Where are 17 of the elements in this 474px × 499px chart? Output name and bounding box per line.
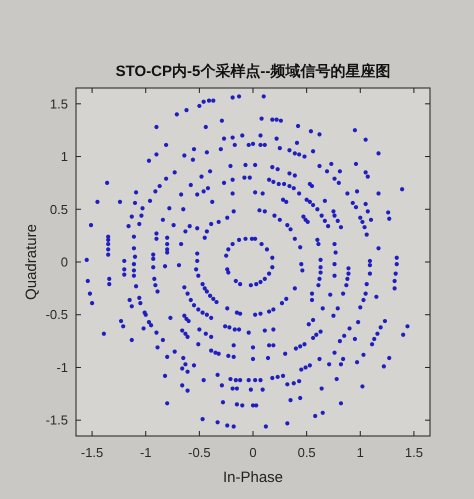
y-tick-label: 0.5 — [50, 202, 68, 217]
x-tick-label: 1 — [356, 445, 364, 460]
x-tick-label: 1.5 — [404, 445, 423, 460]
x-tick-label: 0 — [249, 445, 257, 460]
y-tick-label: 1 — [60, 149, 68, 164]
x-tick-label: -1 — [140, 445, 152, 460]
x-tick-label: 0.5 — [298, 445, 316, 460]
y-tick-label: -1 — [56, 360, 68, 375]
y-tick-label: -1.5 — [46, 412, 68, 428]
x-tick-label: -1.5 — [80, 445, 104, 460]
y-axis-title: Quadrature — [23, 224, 40, 300]
y-tick-label: 0 — [60, 254, 68, 270]
y-tick-label: 1.5 — [50, 96, 68, 112]
x-tick-label: -0.5 — [188, 445, 211, 460]
y-tick-label: -0.5 — [46, 307, 68, 322]
x-axis-title: In-Phase — [222, 469, 284, 486]
title: STO-CP内-5个采样点--频域信号的星座图 — [116, 63, 390, 80]
